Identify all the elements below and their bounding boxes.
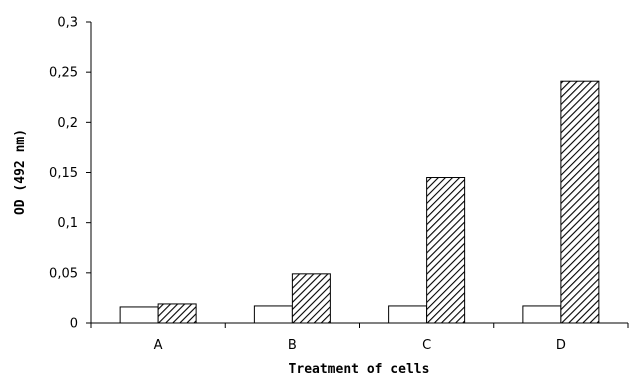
y-tick-label: 0,15 (49, 166, 78, 181)
bar-a-series-2 (157, 303, 197, 324)
bar-a-series-1 (119, 306, 159, 324)
y-tick-label: 0,3 (57, 16, 78, 31)
bar-d-series-2 (560, 80, 600, 324)
x-axis-tick-labels: A B C D (154, 338, 566, 353)
x-axis-ticks (90, 323, 629, 328)
y-tick-label: 0,25 (49, 66, 78, 81)
y-tick-label: 0,2 (57, 116, 78, 131)
y-tick-label: 0,1 (57, 216, 78, 231)
x-tick-label: A (154, 338, 163, 353)
x-tick-label: C (422, 338, 431, 353)
bar-b-series-2 (291, 273, 331, 324)
y-tick-label: 0 (70, 317, 78, 332)
bar-c-series-1 (388, 305, 428, 324)
y-axis-ticks (86, 21, 91, 324)
x-tick-label: B (288, 338, 297, 353)
y-axis-title: OD (492 nm) (13, 129, 28, 215)
bar-d-series-1 (522, 305, 562, 324)
x-axis-title: Treatment of cells (289, 362, 430, 377)
bars (119, 80, 600, 324)
x-tick-label: D (556, 338, 566, 353)
y-axis-tick-labels: 0 0,05 0,1 0,15 0,2 0,25 0,3 (49, 16, 78, 332)
bar-b-series-1 (253, 305, 293, 324)
bar-c-series-2 (426, 177, 466, 324)
y-tick-label: 0,05 (49, 266, 78, 281)
